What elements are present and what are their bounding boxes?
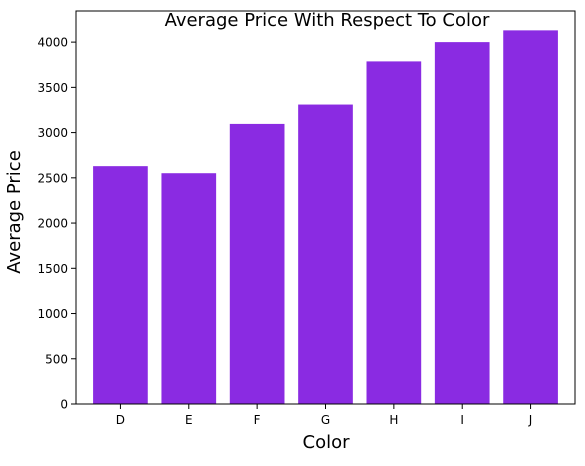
y-tick-label: 4000 <box>37 36 68 50</box>
x-tick-label: G <box>321 413 330 427</box>
y-tick-label: 500 <box>45 352 68 366</box>
y-axis: 0 500 1000 1500 2000 2500 3000 3500 4000 <box>37 36 76 412</box>
bar-J <box>503 30 558 404</box>
x-axis: D E F G H I J <box>116 404 533 427</box>
bar-G <box>298 105 353 404</box>
y-tick-label: 1000 <box>37 307 68 321</box>
bar-D <box>93 166 148 404</box>
y-tick-label: 3000 <box>37 126 68 140</box>
y-tick-label: 2000 <box>37 217 68 231</box>
bars-layer <box>93 30 558 404</box>
y-tick-label: 1500 <box>37 262 68 276</box>
x-tick-label: H <box>389 413 398 427</box>
y-tick-label: 3500 <box>37 81 68 95</box>
x-tick-label: I <box>460 413 464 427</box>
y-tick-label: 0 <box>60 398 68 412</box>
x-axis-label: Color <box>303 432 351 453</box>
bar-E <box>161 173 216 404</box>
x-tick-label: E <box>185 413 193 427</box>
chart-title: Average Price With Respect To Color <box>165 10 490 31</box>
y-tick-label: 2500 <box>37 171 68 185</box>
x-tick-label: F <box>254 413 261 427</box>
x-tick-label: J <box>528 413 533 427</box>
bar-H <box>367 61 422 404</box>
x-tick-label: D <box>116 413 125 427</box>
bar-I <box>435 42 490 404</box>
bar-F <box>230 124 285 404</box>
y-axis-label: Average Price <box>4 150 25 274</box>
